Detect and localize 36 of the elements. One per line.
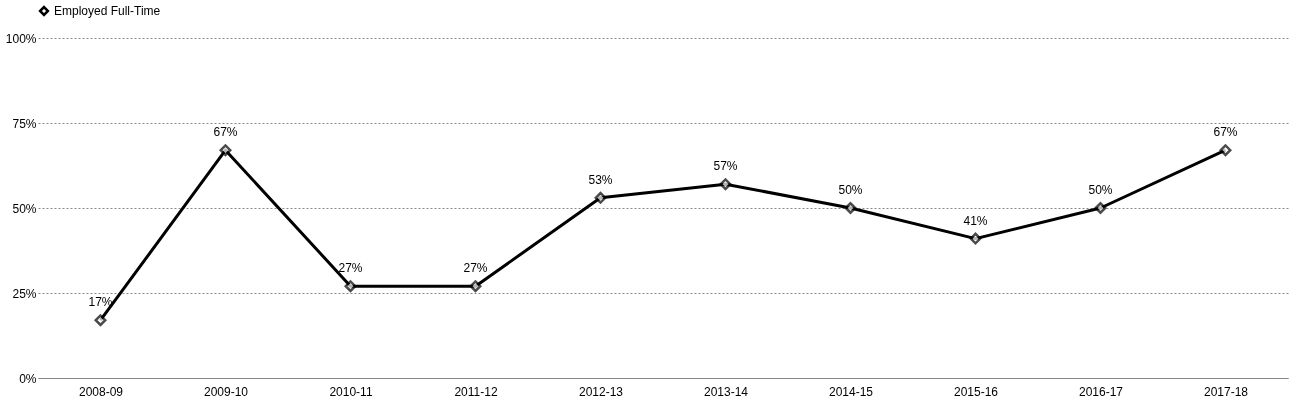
data-label: 67% [1213, 125, 1238, 140]
data-label: 27% [463, 261, 488, 276]
x-tick-label: 2013-14 [703, 384, 749, 399]
point [719, 178, 732, 191]
data-label: 57% [713, 159, 738, 174]
point [219, 144, 232, 157]
data-label: 53% [588, 172, 613, 187]
point [844, 202, 857, 214]
data-label: 50% [1088, 183, 1113, 197]
point [594, 191, 607, 204]
x-tick-label: 2011-12 [454, 384, 498, 399]
y-tick-label: 0% [19, 371, 37, 386]
x-tick-label: 2008-09 [78, 384, 124, 399]
x-tick-label: 2010-11 [329, 384, 373, 399]
point [469, 280, 482, 293]
data-label: 50% [838, 183, 863, 197]
data-label: 27% [338, 261, 363, 276]
x-tick-label: 2016-17 [1078, 384, 1124, 399]
x-tick-label: 2012-13 [578, 384, 624, 399]
data-label: 67% [213, 125, 238, 140]
x-tick-label: 2015-16 [953, 384, 999, 399]
point [94, 314, 107, 327]
x-tick-label: 2009-10 [203, 384, 249, 399]
y-tick-label: 50% [12, 201, 37, 216]
point [1094, 202, 1107, 214]
y-tick-label: 100% [5, 31, 37, 46]
y-tick-label: 25% [12, 286, 37, 301]
point [1219, 144, 1232, 157]
x-tick-label: 2014-15 [828, 384, 874, 399]
point [969, 232, 982, 245]
data-label: 17% [88, 295, 113, 310]
x-tick-label: 2017-18 [1203, 384, 1249, 399]
data-label: 41% [963, 213, 988, 228]
point [344, 280, 357, 293]
legend-label: Employed Full-Time [54, 4, 161, 18]
y-tick-label: 75% [12, 116, 37, 131]
